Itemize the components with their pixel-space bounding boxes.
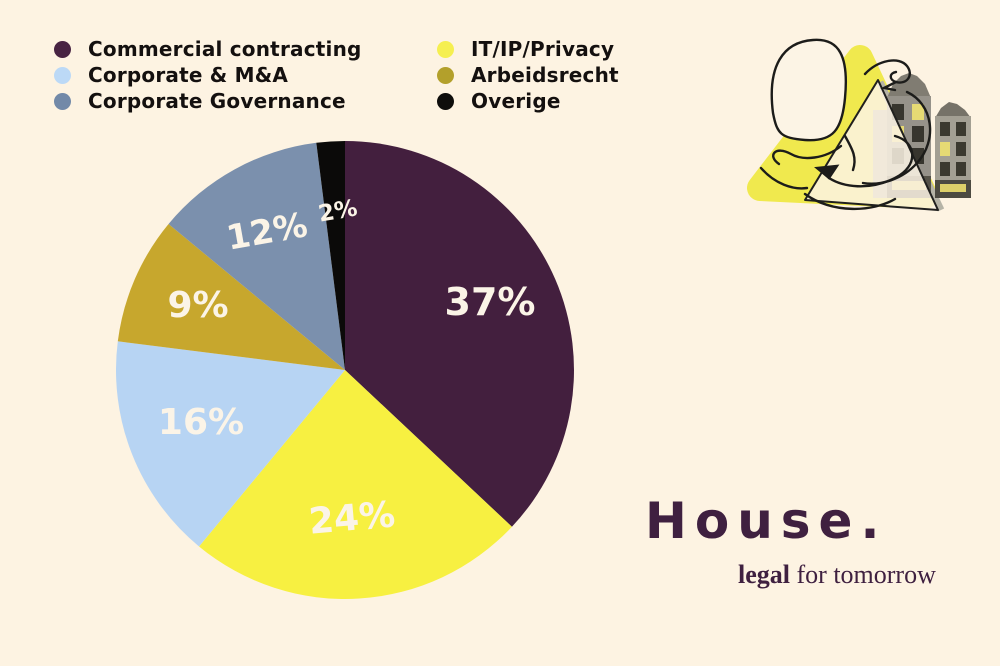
pie-slice-corporate-governance <box>168 142 345 370</box>
pie-chart: 37% 24% 16% 9% 12% 2% <box>116 141 574 599</box>
legend-dot-commercial-contracting <box>54 40 71 58</box>
legend-label: IT/IP/Privacy <box>471 37 615 61</box>
illustration-svg <box>747 38 971 212</box>
slice-label-commercial-contracting: 37% <box>444 280 536 324</box>
slice-label-arbeidsrecht: 9% <box>167 285 229 326</box>
house-logo: House. legal for tomorrow <box>645 492 965 589</box>
legend-dot-corporate-ma <box>54 66 71 84</box>
tagline-legal: legal <box>738 560 790 589</box>
slice-label-corporate-ma: 16% <box>157 402 245 443</box>
pie-slice-overige <box>316 141 345 370</box>
pie-chart-svg <box>116 141 574 599</box>
pie-slice-corporate-ma <box>116 341 346 547</box>
legend-item-commercial-contracting: Commercial contracting <box>54 36 362 62</box>
house-tagline: legal for tomorrow <box>738 560 936 590</box>
legend-item-overige: Overige <box>437 88 619 114</box>
legend-column-right: IT/IP/Privacy Arbeidsrecht Overige <box>437 36 619 114</box>
pie-slice-commercial-contracting <box>345 141 574 527</box>
legend-dot-it-ip-privacy <box>437 40 454 58</box>
house-wordmark: House. <box>645 492 888 550</box>
legend-dot-overige <box>437 92 454 110</box>
legend-label: Commercial contracting <box>88 37 362 61</box>
legend-label: Arbeidsrecht <box>471 63 619 87</box>
legend-item-corporate-ma: Corporate & M&A <box>54 62 362 88</box>
legend-dot-arbeidsrecht <box>437 66 454 84</box>
scribble-figure <box>759 38 932 211</box>
legend-label: Corporate Governance <box>88 89 346 113</box>
legend-dot-corporate-governance <box>54 92 71 110</box>
legend-item-arbeidsrecht: Arbeidsrecht <box>437 62 619 88</box>
legend-item-it-ip-privacy: IT/IP/Privacy <box>437 36 619 62</box>
pie-slice-it-ip-privacy <box>199 370 512 599</box>
pie-slice-arbeidsrecht <box>117 224 345 370</box>
legend-column-left: Commercial contracting Corporate & M&A C… <box>54 36 362 114</box>
scribble-canal-houses-illustration <box>745 18 983 220</box>
legend-item-corporate-governance: Corporate Governance <box>54 88 362 114</box>
tagline-for-tomorrow: for tomorrow <box>790 560 936 589</box>
legend-label: Corporate & M&A <box>88 63 289 87</box>
slice-label-it-ip-privacy: 24% <box>307 494 397 543</box>
legend-label: Overige <box>471 89 561 113</box>
